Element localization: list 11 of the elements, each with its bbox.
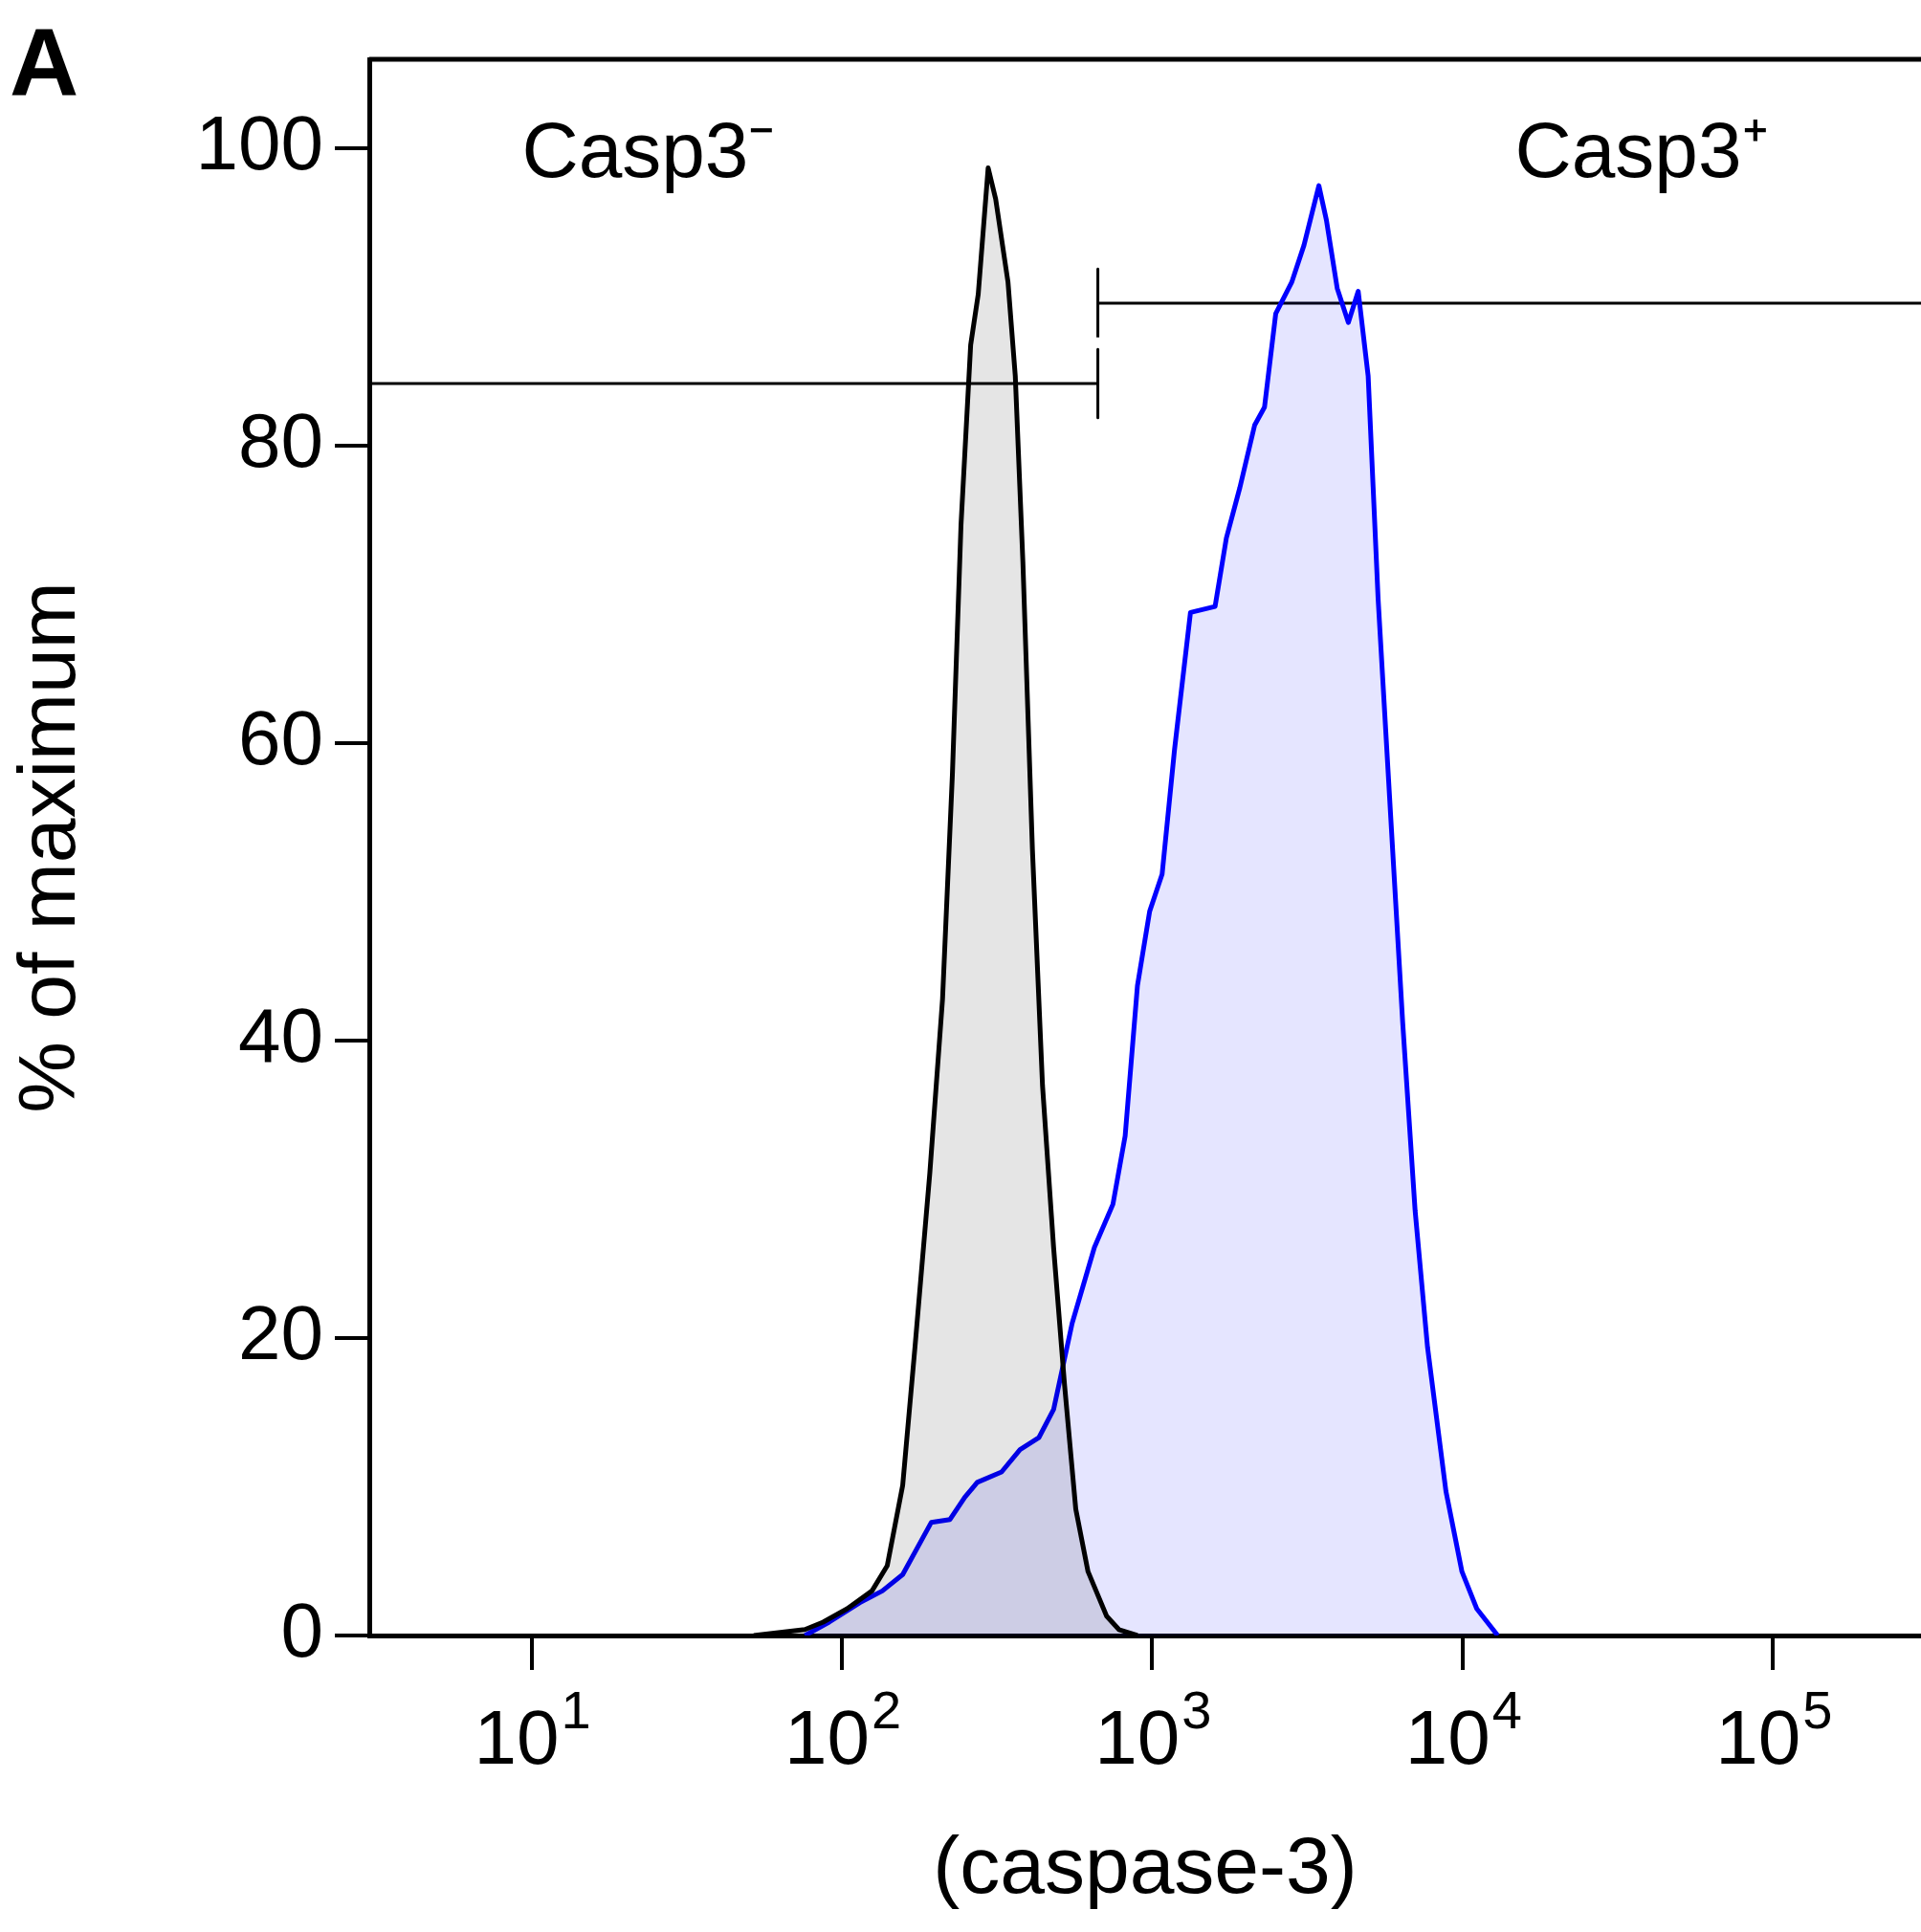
y-tick-label: 0 [280, 1588, 323, 1674]
y-tick-label: 20 [238, 1290, 323, 1376]
y-tick-label: 80 [238, 398, 323, 484]
text: A [10, 8, 79, 116]
y-tick-label: 40 [238, 993, 323, 1079]
annotation: Casp3⁻ [521, 105, 776, 193]
y-tick-label: 60 [238, 695, 323, 781]
x-axis-title: (caspase-3) [933, 1819, 1358, 1910]
annotation: Casp3⁺ [1514, 105, 1769, 193]
y-tick-label: 100 [195, 100, 323, 187]
y-axis-title: % of maximum [1, 582, 92, 1113]
